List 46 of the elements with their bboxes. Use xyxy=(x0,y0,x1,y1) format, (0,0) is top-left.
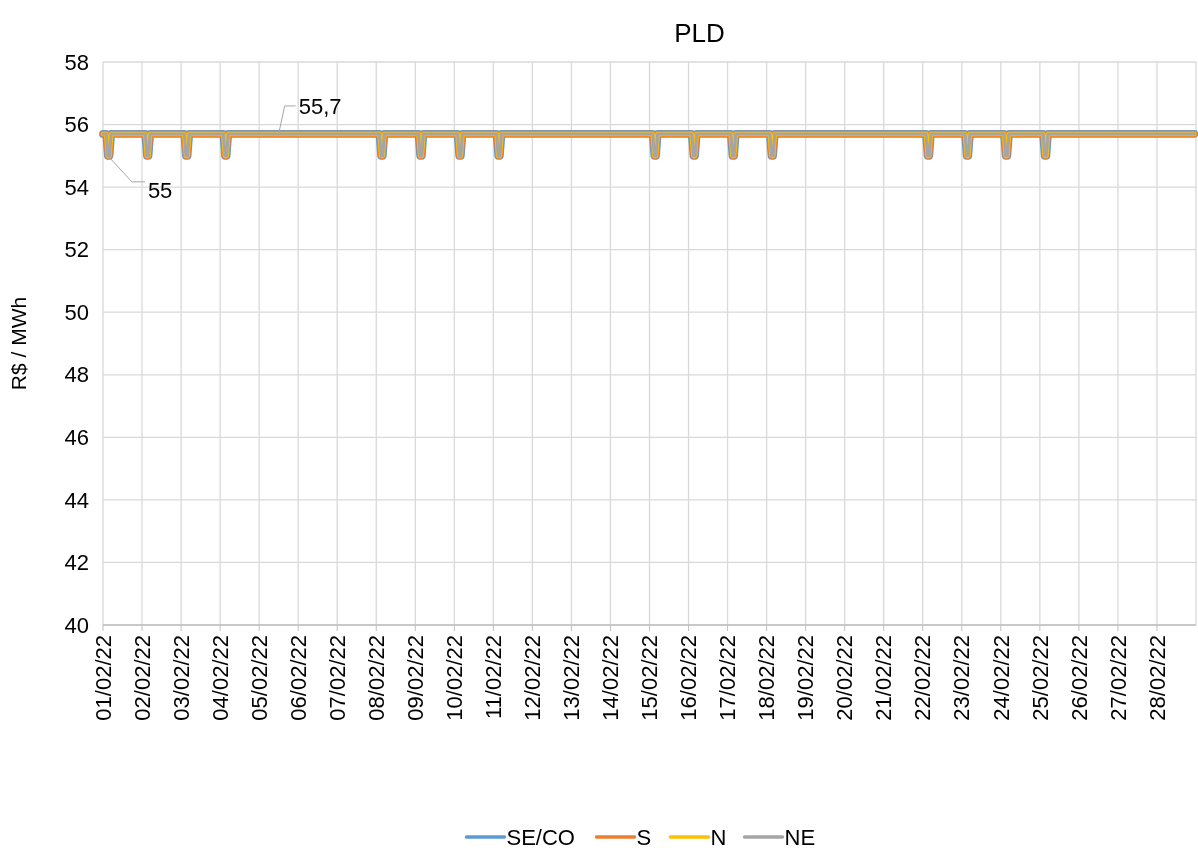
x-tick-label: 02/02/22 xyxy=(129,635,155,721)
x-tick-label: 01/02/22 xyxy=(90,635,116,721)
x-tick-label: 22/02/22 xyxy=(910,635,936,721)
x-tick-label: 15/02/22 xyxy=(637,635,663,721)
x-tick-label: 23/02/22 xyxy=(949,635,975,721)
x-tick-label: 18/02/22 xyxy=(754,635,780,721)
x-tick-label: 12/02/22 xyxy=(520,635,546,721)
x-tick-label: 10/02/22 xyxy=(442,635,468,721)
y-tick-label: 58 xyxy=(64,49,89,75)
x-tick-label: 21/02/22 xyxy=(871,635,897,721)
x-tick-label: 28/02/22 xyxy=(1144,635,1170,721)
legend-label: SE/CO xyxy=(506,825,575,850)
annotation: 55 xyxy=(147,177,173,203)
x-tick-label: 08/02/22 xyxy=(363,635,389,721)
y-tick-label: 40 xyxy=(64,612,89,638)
x-tick-label: 07/02/22 xyxy=(324,635,350,721)
x-tick-label: 27/02/22 xyxy=(1105,635,1131,721)
x-tick-label: 11/02/22 xyxy=(481,635,507,720)
x-tick-label: 17/02/22 xyxy=(715,635,741,721)
y-tick-label: 48 xyxy=(64,362,89,388)
legend-label: NE xyxy=(784,825,816,850)
legend-label: S xyxy=(636,825,652,850)
y-tick-label: 54 xyxy=(64,174,89,200)
x-tick-label: 24/02/22 xyxy=(988,635,1014,721)
x-tick-label: 16/02/22 xyxy=(676,635,702,721)
x-tick-label: 13/02/22 xyxy=(559,635,585,721)
legend-label: N xyxy=(710,825,727,850)
chart-title: PLD xyxy=(674,18,725,48)
x-tick-label: 26/02/22 xyxy=(1066,635,1092,721)
x-tick-label: 05/02/22 xyxy=(246,635,272,721)
x-tick-label: 03/02/22 xyxy=(168,635,194,721)
x-tick-label: 19/02/22 xyxy=(793,635,819,721)
x-tick-label: 09/02/22 xyxy=(402,635,428,721)
y-tick-label: 46 xyxy=(64,425,89,451)
x-tick-label: 06/02/22 xyxy=(285,635,311,721)
y-axis-title: R$ / MWh xyxy=(7,296,30,391)
annotation: 55,7 xyxy=(298,93,342,119)
y-tick-label: 42 xyxy=(64,550,89,576)
x-tick-label: 25/02/22 xyxy=(1027,635,1053,721)
x-tick-label: 14/02/22 xyxy=(598,635,624,721)
y-tick-label: 44 xyxy=(64,487,89,513)
x-tick-label: 20/02/22 xyxy=(832,635,858,721)
y-tick-label: 50 xyxy=(64,299,89,325)
y-tick-label: 52 xyxy=(64,237,89,263)
x-tick-label: 04/02/22 xyxy=(207,635,233,721)
y-tick-label: 56 xyxy=(64,112,89,138)
